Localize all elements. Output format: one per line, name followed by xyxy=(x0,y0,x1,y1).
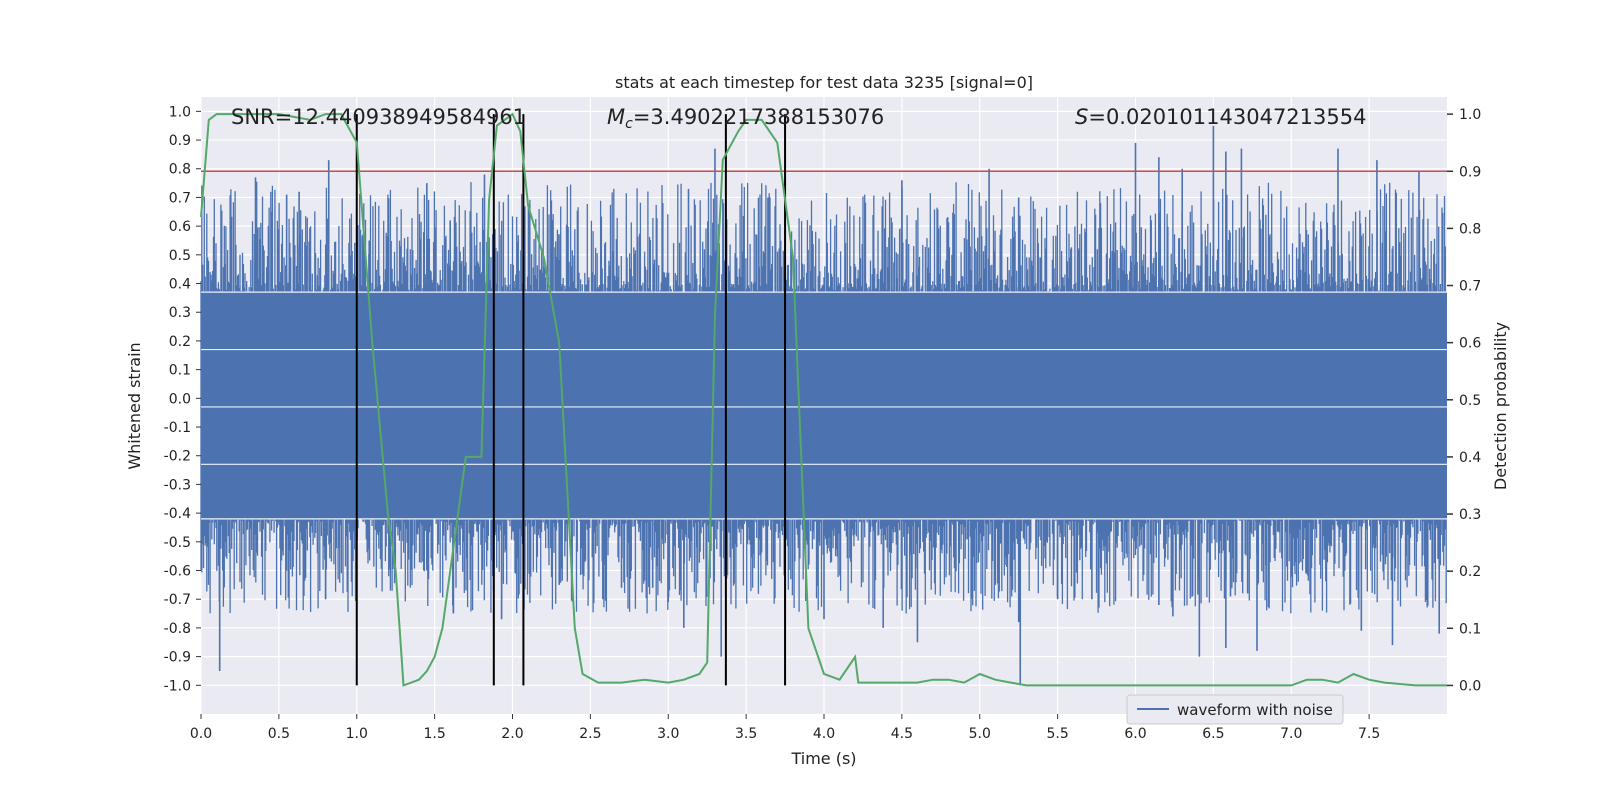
right-tick-label: 0.6 xyxy=(1459,336,1481,352)
left-tick-label: 1.0 xyxy=(169,104,191,120)
left-tick-label: 0.2 xyxy=(169,334,191,350)
left-tick-label: 0.9 xyxy=(169,133,191,149)
waveform-series xyxy=(200,125,1447,686)
right-tick-label: 0.4 xyxy=(1459,450,1481,466)
x-axis-ticks: 0.0 0.5 1.0 1.5 2.0 2.5 3.0 3.5 4.0 4.5 5.0 5.5 6.0 6… xyxy=(190,714,1380,742)
left-axis-ticks: 1.0 0.9 0.8 0.7 0.6 0.5 0.4 0.3 0.2 0.1 0.0 -0.1 -0.… xyxy=(164,104,201,694)
left-tick-label: -0.9 xyxy=(164,650,191,666)
x-tick-label: 6.0 xyxy=(1124,726,1146,742)
right-tick-label: 0.3 xyxy=(1459,507,1481,523)
probability-line xyxy=(200,112,1447,687)
x-tick-label: 3.0 xyxy=(657,726,679,742)
x-tick-label: 2.5 xyxy=(579,726,601,742)
x-tick-label: 4.5 xyxy=(891,726,913,742)
right-tick-label: 1.0 xyxy=(1459,107,1481,123)
legend: waveform with noise xyxy=(1126,694,1344,725)
right-tick-label: 0.0 xyxy=(1459,678,1481,694)
x-tick-label: 5.0 xyxy=(969,726,991,742)
probability-series xyxy=(200,112,1447,687)
x-tick-label: 0.0 xyxy=(190,726,212,742)
vertical-markers xyxy=(355,114,787,686)
left-tick-label: -0.1 xyxy=(164,420,191,436)
x-tick-label: 7.5 xyxy=(1358,726,1380,742)
chart-title: stats at each timestep for test data 323… xyxy=(615,73,1033,92)
right-tick-label: 0.1 xyxy=(1459,621,1481,637)
right-tick-label: 0.8 xyxy=(1459,221,1481,237)
right-tick-label: 0.9 xyxy=(1459,164,1481,180)
x-tick-label: 5.5 xyxy=(1046,726,1068,742)
chirp-mass-annotation: Mc=3.4902217388153076 xyxy=(607,105,884,132)
x-tick-label: 3.5 xyxy=(735,726,757,742)
legend-label: waveform with noise xyxy=(1177,701,1333,719)
x-tick-label: 1.5 xyxy=(423,726,445,742)
left-tick-label: 0.8 xyxy=(169,162,191,178)
x-tick-label: 4.0 xyxy=(813,726,835,742)
right-axis-label: Detection probability xyxy=(1491,322,1510,490)
left-tick-label: 0.4 xyxy=(169,277,191,293)
left-tick-label: 0.5 xyxy=(169,248,191,264)
x-tick-label: 2.0 xyxy=(501,726,523,742)
right-tick-label: 0.7 xyxy=(1459,279,1481,295)
snr-annotation: SNR=12.440938949584961 xyxy=(231,105,526,129)
chirp-mass-symbol: M xyxy=(607,105,625,129)
left-tick-label: -0.6 xyxy=(164,564,191,580)
left-axis-label: Whitened strain xyxy=(125,342,144,469)
left-tick-label: 0.1 xyxy=(169,363,191,379)
s-value: =0.020101143047213554 xyxy=(1088,105,1366,129)
x-tick-label: 7.0 xyxy=(1280,726,1302,742)
chirp-mass-subscript: c xyxy=(625,116,633,132)
left-tick-label: 0.0 xyxy=(169,391,191,407)
left-tick-label: -0.8 xyxy=(164,621,191,637)
x-tick-label: 6.5 xyxy=(1202,726,1224,742)
right-tick-label: 0.5 xyxy=(1459,393,1481,409)
left-tick-label: 0.6 xyxy=(169,219,191,235)
legend-box xyxy=(1126,694,1344,725)
left-tick-label: 0.3 xyxy=(169,305,191,321)
s-annotation: S=0.020101143047213554 xyxy=(1075,105,1366,129)
left-tick-label: -1.0 xyxy=(164,678,191,694)
left-tick-label: -0.5 xyxy=(164,535,191,551)
left-tick-label: -0.7 xyxy=(164,592,191,608)
right-axis-ticks: 1.0 0.9 0.8 0.7 0.6 0.5 0.4 0.3 0.2 0.1 0.0 xyxy=(1447,107,1481,694)
x-axis-label: Time (s) xyxy=(790,749,856,768)
left-tick-label: -0.3 xyxy=(164,477,191,493)
x-tick-label: 1.0 xyxy=(346,726,368,742)
right-tick-label: 0.2 xyxy=(1459,564,1481,580)
x-tick-label: 0.5 xyxy=(268,726,290,742)
left-tick-label: 0.7 xyxy=(169,190,191,206)
left-tick-label: -0.2 xyxy=(164,449,191,465)
s-symbol: S xyxy=(1075,105,1088,129)
left-tick-label: -0.4 xyxy=(164,506,191,522)
chirp-mass-value: =3.4902217388153076 xyxy=(633,105,884,129)
